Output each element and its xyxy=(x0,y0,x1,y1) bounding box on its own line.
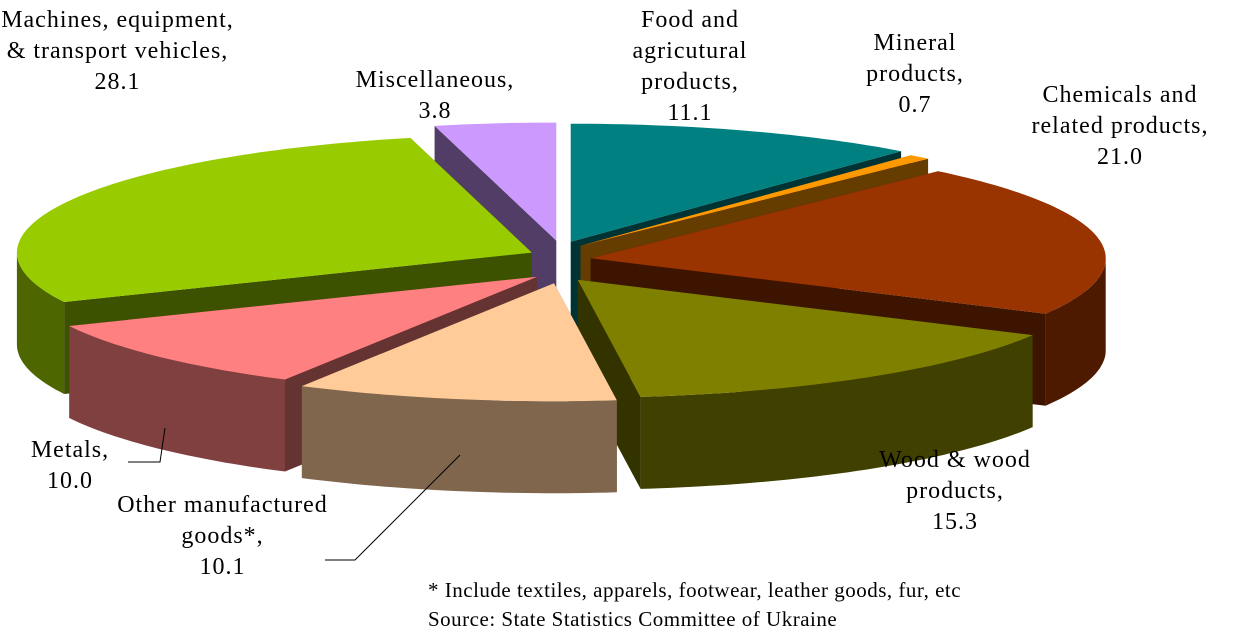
leader-line xyxy=(128,427,166,463)
category: Chemicals and related products, xyxy=(1031,82,1209,139)
slice-label: Metals, 10.0 xyxy=(0,435,140,497)
value-label: 3.8 xyxy=(418,98,452,124)
source: Source: State Statistics Committee of Uk… xyxy=(428,607,838,631)
slice-label: Machines, equipment, & transport vehicle… xyxy=(0,5,235,98)
slice-side xyxy=(301,386,617,494)
slice-cut-wall xyxy=(577,279,641,489)
value-label: 15.3 xyxy=(932,509,978,535)
slice xyxy=(577,279,1033,397)
slice-label: Wood & wood products, 15.3 xyxy=(830,445,1080,538)
slice xyxy=(301,283,617,402)
footnote: * Include textiles, apparels, footwear, … xyxy=(428,578,962,602)
pie xyxy=(16,122,1106,494)
category: Metals, xyxy=(30,437,110,463)
slice-side xyxy=(69,326,285,472)
category: Other manufactured goods*, xyxy=(117,492,328,549)
category: Machines, equipment, & transport vehicle… xyxy=(1,7,234,64)
value-label: 0.7 xyxy=(898,92,932,118)
slice-side xyxy=(16,252,65,394)
value-label: 10.0 xyxy=(47,468,93,494)
value-label: 28.1 xyxy=(94,69,141,95)
slice xyxy=(577,279,1033,489)
slice xyxy=(590,171,1106,314)
slice-label: Mineral products, 0.7 xyxy=(840,28,990,121)
slice-side xyxy=(1045,258,1106,406)
slice-label: Other manufactured goods*, 10.1 xyxy=(110,490,335,583)
slice-label: Chemicals and related products, 21.0 xyxy=(1005,80,1235,173)
leader-line xyxy=(325,454,461,561)
category: Miscellaneous, xyxy=(355,67,515,93)
slice xyxy=(69,276,538,380)
slice xyxy=(434,122,557,241)
value-label: 10.1 xyxy=(199,554,246,580)
slice-label: Food and agricutural products, 11.1 xyxy=(600,5,780,129)
value-label: 21.0 xyxy=(1097,144,1143,170)
slice-label: Miscellaneous, 3.8 xyxy=(310,65,560,127)
category: Wood & wood products, xyxy=(879,447,1031,504)
value-label: 11.1 xyxy=(667,100,713,126)
slice xyxy=(301,283,617,494)
slice xyxy=(570,123,902,242)
slice xyxy=(580,155,929,246)
slice-side xyxy=(640,335,1033,489)
category: Food and agricutural products, xyxy=(632,7,748,95)
category: Mineral products, xyxy=(866,30,964,87)
slice xyxy=(16,137,532,302)
